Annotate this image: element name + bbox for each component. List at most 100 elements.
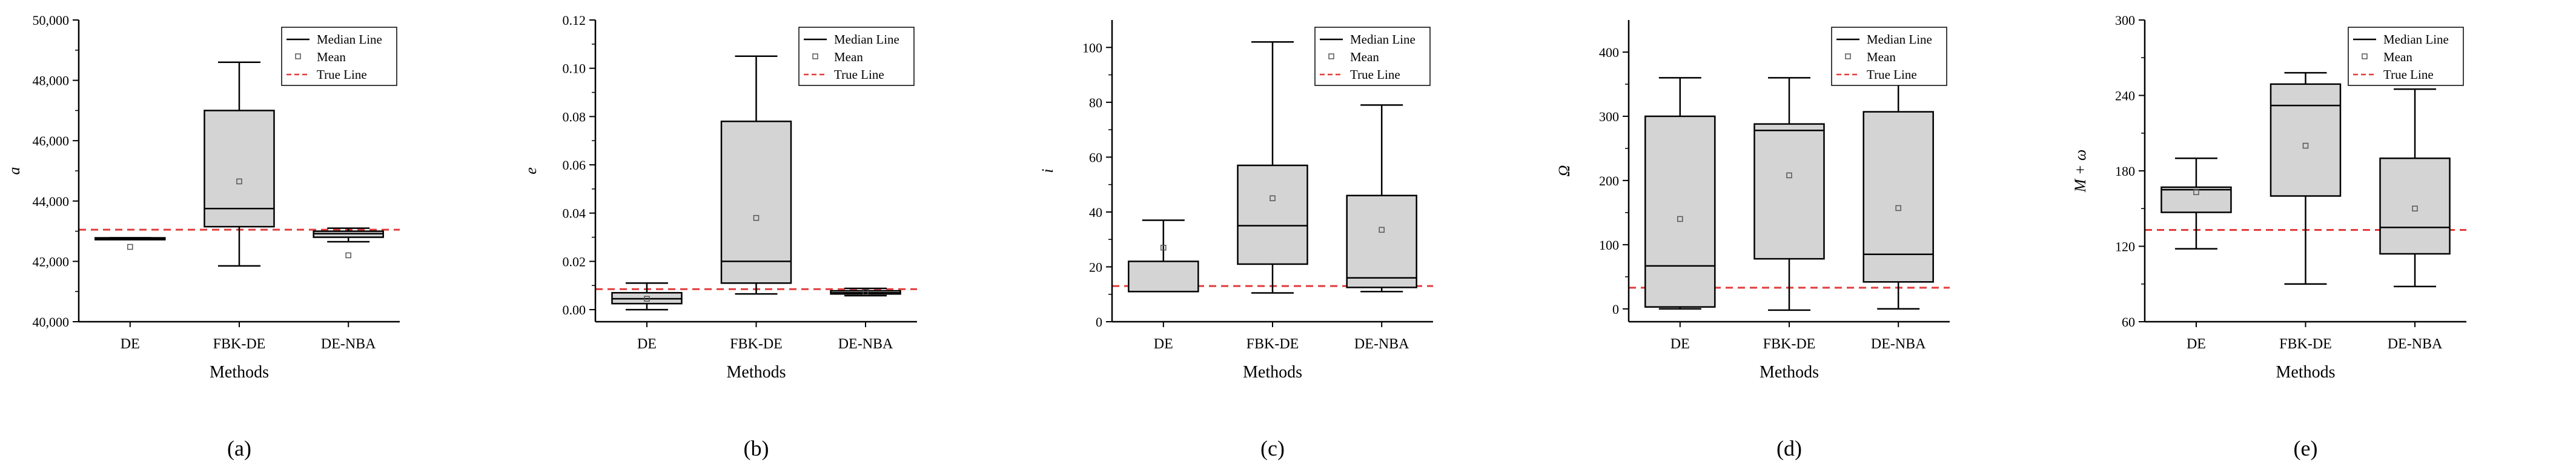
y-tick-label: 50,000: [33, 13, 70, 28]
mean-marker: [1379, 227, 1385, 233]
mean-marker: [2412, 205, 2418, 211]
box-de: [94, 237, 166, 250]
y-tick-label: 200: [1599, 173, 1619, 188]
x-tick-label: FBK-DE: [213, 336, 266, 352]
box-iqr: [720, 121, 792, 284]
legend-mean-label: Mean: [2383, 50, 2412, 64]
box-de-nba: [1862, 77, 1934, 310]
box-fbk-de: [204, 61, 275, 267]
y-tick-label: 240: [2115, 88, 2135, 104]
box-iqr: [1753, 123, 1825, 260]
x-tick-label: DE-NBA: [838, 336, 893, 352]
x-axis-title: Methods: [1760, 363, 1819, 382]
box-de-nba: [313, 227, 384, 259]
x-tick-label: DE: [637, 336, 657, 352]
panel-label: (a): [227, 436, 251, 460]
x-axis-title: Methods: [210, 363, 269, 382]
legend-mean-label: Mean: [834, 50, 863, 64]
panel-label: (c): [1260, 436, 1285, 460]
legend-true-label: True Line: [1867, 67, 1917, 82]
box-de: [1128, 219, 1199, 293]
legend: Median Line Mean True Line: [281, 27, 397, 86]
y-axis-title: M + ω: [2071, 150, 2089, 193]
chart-panel-b: 0.00 0.02 0.04 0.06 0.08 0.10 0.12 DE FBK-DE DE-N…: [522, 13, 917, 460]
legend-mean-swatch: [1328, 53, 1334, 59]
mean-marker: [644, 296, 650, 302]
legend-true-label: True Line: [834, 67, 884, 82]
chart-panel-a: 40,000 42,000 44,000 46,000 48,000 50,000 DE FB…: [5, 13, 400, 460]
mean-marker: [236, 178, 242, 185]
box-iqr: [1237, 164, 1308, 265]
y-tick-label: 60: [2122, 314, 2135, 330]
x-axis-title: Methods: [727, 363, 786, 382]
box-de-nba: [830, 287, 901, 297]
mean-marker: [1895, 205, 1901, 211]
y-tick-label: 120: [2115, 239, 2135, 254]
box-de: [2160, 158, 2232, 250]
mean-marker: [345, 252, 351, 259]
y-tick-label: 300: [1599, 109, 1619, 124]
y-tick-label: 0.10: [563, 61, 586, 76]
y-tick-label: 40: [1089, 205, 1102, 220]
mean-marker: [863, 289, 869, 296]
legend-median-label: Median Line: [1350, 32, 1415, 47]
legend-median-label: Median Line: [1867, 32, 1932, 47]
x-tick-label: DE: [2187, 336, 2206, 352]
legend-median-label: Median Line: [317, 32, 382, 47]
y-tick-label: 40,000: [33, 314, 70, 330]
box-iqr: [2270, 83, 2342, 197]
y-tick-label: 0.04: [563, 206, 586, 221]
y-tick-label: 400: [1599, 45, 1619, 60]
y-tick-label: 300: [2115, 13, 2135, 28]
x-tick-label: DE-NBA: [1354, 336, 1409, 352]
legend-mean-label: Mean: [1867, 50, 1896, 64]
box-fbk-de: [2270, 71, 2342, 285]
legend-mean-label: Mean: [317, 50, 346, 64]
mean-marker: [1270, 195, 1276, 202]
box-iqr: [1862, 111, 1934, 283]
mean-marker: [127, 244, 133, 250]
box-de: [611, 282, 683, 311]
legend-median-label: Median Line: [2383, 32, 2449, 47]
x-tick-label: FBK-DE: [2279, 336, 2332, 352]
chart-panel-c: 0 20 40 60 80 100 DE FBK-DE DE-NBA Methods i (c) Med…: [1039, 20, 1433, 460]
legend: Median Line Mean True Line: [1314, 27, 1431, 86]
box-fbk-de: [1753, 77, 1825, 311]
y-axis-title: Ω: [1555, 165, 1573, 177]
legend-mean-label: Mean: [1350, 50, 1379, 64]
y-tick-label: 46,000: [33, 133, 70, 148]
y-axis-title: a: [5, 167, 23, 175]
y-tick-label: 42,000: [33, 254, 70, 269]
y-tick-label: 0.06: [563, 158, 586, 173]
legend-mean-swatch: [812, 53, 818, 59]
panel-label: (d): [1776, 436, 1802, 460]
x-axis-title: Methods: [1243, 363, 1302, 382]
y-tick-label: 0.00: [563, 302, 586, 317]
box-iqr: [1346, 194, 1417, 288]
y-tick-label: 100: [1082, 40, 1102, 55]
y-tick-label: 0.08: [563, 109, 586, 124]
y-tick-label: 0.12: [563, 13, 586, 28]
legend-mean-swatch: [1845, 53, 1851, 59]
legend: Median Line Mean True Line: [1831, 27, 1947, 86]
mean-marker: [1677, 216, 1683, 222]
x-tick-label: FBK-DE: [1247, 336, 1299, 352]
x-tick-label: DE: [1670, 336, 1690, 352]
x-tick-label: FBK-DE: [730, 336, 783, 352]
legend-true-label: True Line: [1350, 67, 1400, 82]
y-tick-label: 180: [2115, 164, 2135, 179]
panel-label: (e): [2294, 436, 2318, 460]
y-tick-label: 0: [1612, 302, 1619, 317]
legend-true-label: True Line: [317, 67, 367, 82]
box-iqr: [2160, 186, 2232, 213]
x-tick-label: DE: [121, 336, 140, 352]
y-tick-label: 80: [1089, 95, 1102, 110]
x-axis-title: Methods: [2276, 363, 2336, 382]
legend: Median Line Mean True Line: [798, 27, 915, 86]
panel-label: (b): [744, 436, 769, 460]
mean-marker: [753, 214, 760, 221]
mean-marker: [1786, 172, 1792, 179]
x-tick-label: FBK-DE: [1763, 336, 1816, 352]
mean-marker: [1161, 245, 1167, 251]
